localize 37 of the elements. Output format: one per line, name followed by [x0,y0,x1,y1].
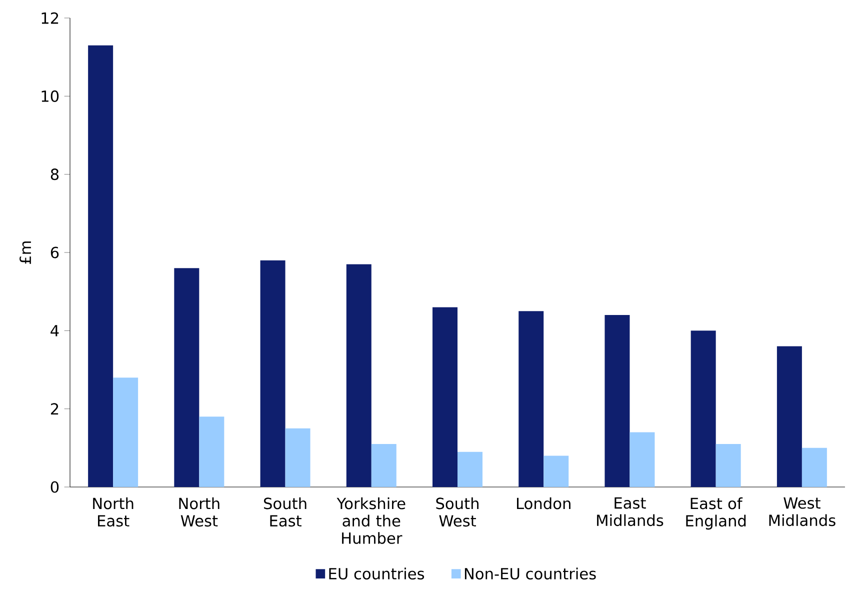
y-tick-label: 2 [50,403,58,415]
y-tick-label: 4 [50,325,59,336]
x-tick-label: Yorkshire and the Humber [336,497,406,544]
bar [199,416,224,488]
bar [285,428,310,488]
legend-label: Non-EU countries [464,568,596,580]
bar [802,448,827,488]
legend-label: EU countries [329,568,424,580]
bar [113,378,138,488]
x-tick-label: South West [436,497,478,527]
x-tick-label: North East [93,497,134,527]
bar [690,330,716,488]
x-tick-label: West Midlands [769,497,836,526]
x-tick-label: North West [179,497,220,527]
bar [346,264,372,488]
y-axis-title: £m [20,241,31,264]
y-tick-label: 8 [50,168,59,180]
y-tick-label: 12 [42,12,58,24]
y-tick-label: 0 [50,481,59,493]
x-tick-label: London [517,497,570,510]
bar [260,260,286,488]
y-tick-label: 6 [50,246,59,258]
bar [458,452,482,488]
bar [432,307,458,488]
y-tick-label: 10 [42,90,59,102]
bar [174,268,200,488]
x-tick-label: East of England [686,497,746,530]
x-tick-label: South East [264,497,306,527]
bar [544,456,569,488]
bar [776,346,802,488]
bar [371,444,396,488]
bar [88,45,114,488]
bar [518,311,544,488]
bar [716,444,741,488]
bar [604,315,630,488]
bar [630,432,655,488]
x-tick-label: East Midlands [597,497,664,526]
